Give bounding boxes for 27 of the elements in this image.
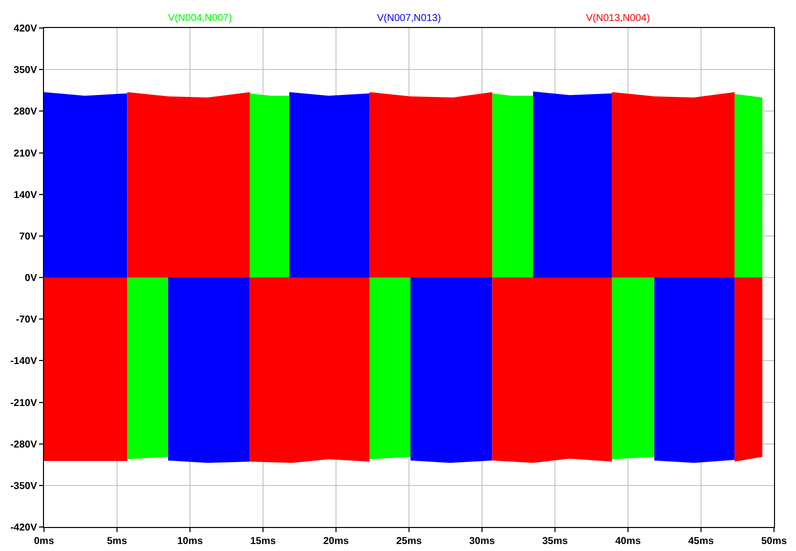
y-tick-label: -420V xyxy=(10,522,38,534)
y-tick-label: -70V xyxy=(16,314,38,326)
x-tick-label: 30ms xyxy=(469,536,496,547)
y-tick-label: 0V xyxy=(24,273,38,284)
x-tick-label: 25ms xyxy=(396,536,422,547)
text: V(N007,N013) xyxy=(377,13,441,24)
y-tick-label: 140V xyxy=(14,190,38,201)
y-tick-label: 420V xyxy=(14,24,38,34)
y-tick-label: 350V xyxy=(14,65,38,76)
x-tick-label: 20ms xyxy=(323,536,350,547)
text: V(N013,N004) xyxy=(586,13,650,24)
x-tick-label: 45ms xyxy=(688,536,714,547)
y-tick-label: -350V xyxy=(10,480,38,492)
x-tick-label: 50ms xyxy=(761,536,788,547)
x-tick-label: 35ms xyxy=(542,536,568,547)
y-tick-label: -280V xyxy=(10,439,38,450)
y-tick-label: 70V xyxy=(19,231,38,242)
x-tick-label: 15ms xyxy=(250,536,276,547)
y-tick-label: 210V xyxy=(14,148,38,160)
y-tick-label: -210V xyxy=(10,398,38,409)
x-tick-label: 40ms xyxy=(615,536,642,547)
x-tick-label: 5ms xyxy=(106,536,128,547)
text: V(N004,N007) xyxy=(168,13,232,24)
y-tick-label: 280V xyxy=(14,106,38,118)
y-tick-label: -140V xyxy=(10,356,38,368)
x-tick-label: 10ms xyxy=(177,536,204,547)
x-tick-label: 0ms xyxy=(34,536,54,547)
